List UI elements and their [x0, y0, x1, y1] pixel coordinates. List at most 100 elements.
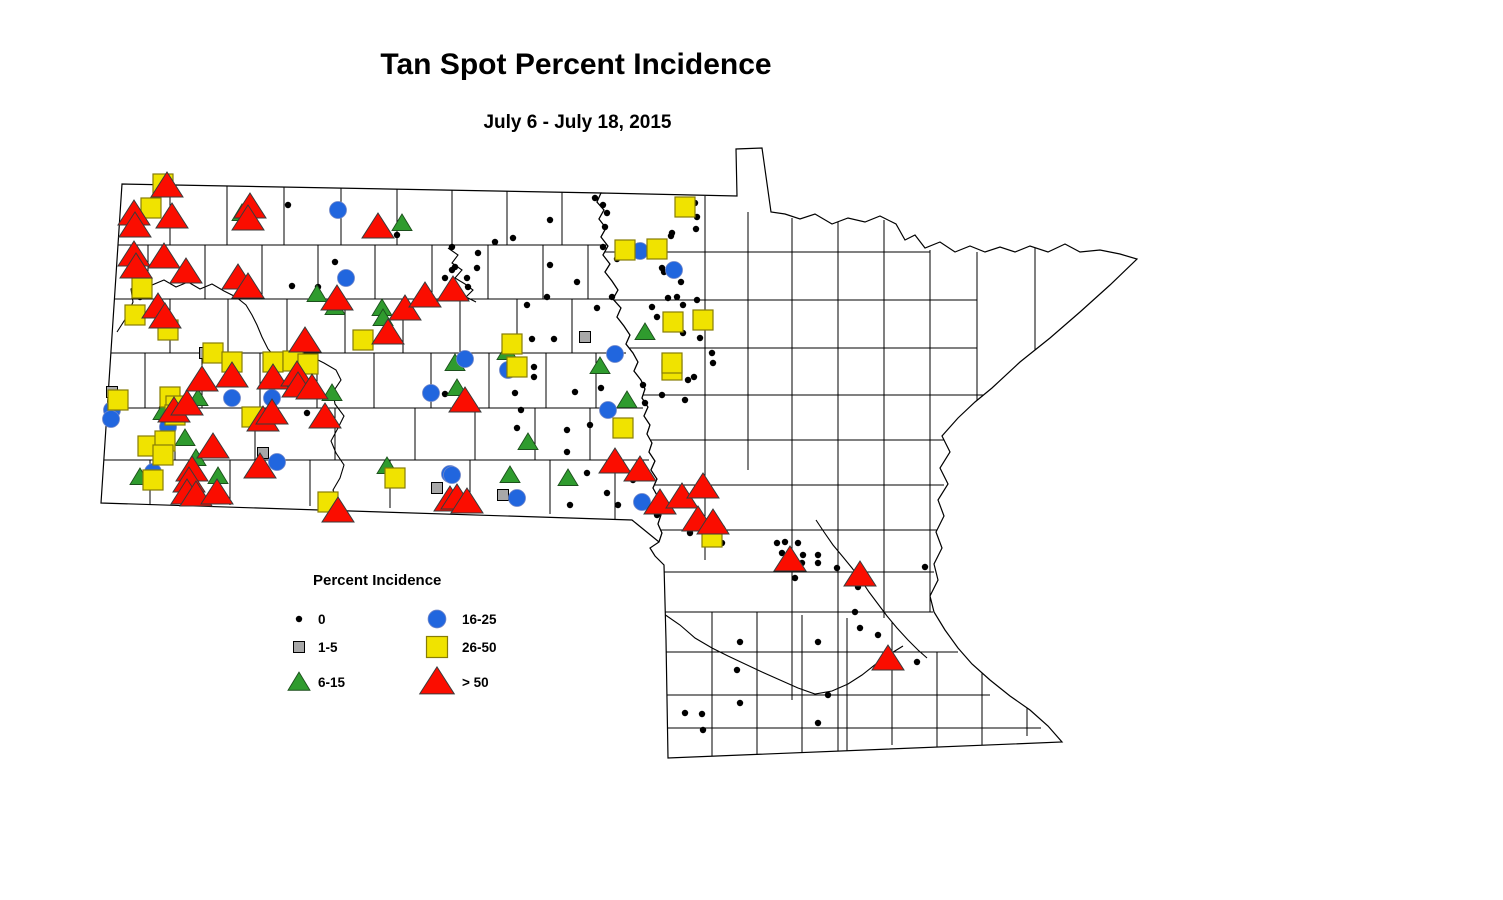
- red-triangle-marker: [169, 257, 203, 284]
- black-dot-marker: [284, 201, 292, 209]
- black-dot-marker: [441, 390, 449, 398]
- black-dot-marker: [464, 283, 472, 291]
- yellow-square-marker: [692, 309, 714, 331]
- black-dot-marker: [677, 278, 685, 286]
- black-dot-marker: [597, 384, 605, 392]
- yellow-square-marker: [352, 329, 374, 351]
- yellow-square-marker: [614, 239, 636, 261]
- legend-gray-square: [293, 641, 305, 653]
- green-triangle-marker: [499, 465, 521, 483]
- yellow-square-marker: [152, 444, 174, 466]
- red-triangle-marker: [200, 478, 234, 505]
- black-dot-marker: [799, 551, 807, 559]
- black-dot-marker: [509, 234, 517, 242]
- green-triangle-marker: [517, 432, 539, 450]
- black-dot-marker: [614, 501, 622, 509]
- blue-circle-marker: [329, 201, 347, 219]
- black-dot-marker: [681, 396, 689, 404]
- black-dot-marker: [599, 201, 607, 209]
- green-triangle-marker: [634, 322, 656, 340]
- red-triangle-marker: [119, 252, 153, 279]
- blue-circle-marker: [443, 466, 461, 484]
- black-dot-marker: [679, 301, 687, 309]
- gray-square-marker: [497, 489, 509, 501]
- black-dot-marker: [601, 223, 609, 231]
- red-triangle-marker: [623, 455, 657, 482]
- red-triangle-marker: [361, 212, 395, 239]
- black-dot-marker: [441, 274, 449, 282]
- black-dot-marker: [530, 373, 538, 381]
- yellow-square-marker: [107, 389, 129, 411]
- black-dot-marker: [491, 238, 499, 246]
- yellow-square-marker: [674, 196, 696, 218]
- black-dot-marker: [684, 376, 692, 384]
- red-triangle-marker: [320, 284, 354, 311]
- yellow-square-marker: [124, 304, 146, 326]
- green-triangle-marker: [174, 428, 196, 446]
- red-triangle-marker: [196, 432, 230, 459]
- black-dot-marker: [586, 421, 594, 429]
- black-dot-marker: [733, 666, 741, 674]
- minnesota-river: [663, 613, 904, 695]
- black-dot-marker: [523, 301, 531, 309]
- black-dot-marker: [528, 335, 536, 343]
- black-dot-marker: [658, 391, 666, 399]
- blue-circle-marker: [223, 389, 241, 407]
- legend-item-label: 0: [318, 612, 326, 627]
- black-dot-marker: [550, 335, 558, 343]
- black-dot-marker: [653, 313, 661, 321]
- green-triangle-marker: [306, 284, 328, 302]
- red-triangle-marker: [155, 202, 189, 229]
- black-dot-marker: [814, 638, 822, 646]
- red-triangle-marker: [215, 361, 249, 388]
- black-dot-marker: [773, 539, 781, 547]
- black-dot-marker: [708, 349, 716, 357]
- gray-square-marker: [579, 331, 591, 343]
- black-dot-marker: [393, 231, 401, 239]
- black-dot-marker: [814, 719, 822, 727]
- legend-item-label: 1-5: [318, 640, 338, 655]
- blue-circle-marker: [508, 489, 526, 507]
- red-triangle-marker: [843, 560, 877, 587]
- legend-yellow-square: [425, 635, 449, 659]
- black-dot-marker: [673, 293, 681, 301]
- yellow-square-marker: [661, 352, 683, 374]
- black-dot-marker: [608, 293, 616, 301]
- yellow-square-marker: [131, 277, 153, 299]
- black-dot-marker: [563, 426, 571, 434]
- red-triangle-marker: [148, 302, 182, 329]
- black-dot-marker: [699, 726, 707, 734]
- black-dot-marker: [851, 608, 859, 616]
- red-triangle-marker: [321, 496, 355, 523]
- yellow-square-marker: [142, 469, 164, 491]
- black-dot-marker: [690, 373, 698, 381]
- red-triangle-marker: [255, 398, 289, 425]
- red-triangle-marker: [448, 386, 482, 413]
- yellow-square-marker: [646, 238, 668, 260]
- black-dot-marker: [736, 638, 744, 646]
- page-title: Tan Spot Percent Incidence: [380, 48, 772, 81]
- yellow-square-marker: [662, 311, 684, 333]
- red-triangle-marker: [308, 402, 342, 429]
- black-dot-marker: [473, 264, 481, 272]
- black-dot-marker: [639, 381, 647, 389]
- yellow-square-marker: [612, 417, 634, 439]
- blue-circle-marker: [599, 401, 617, 419]
- legend-red-triangle: [418, 665, 456, 695]
- minnesota-outline: [596, 147, 1139, 759]
- red-triangle-marker: [436, 275, 470, 302]
- red-triangle-marker: [170, 389, 204, 416]
- red-triangle-marker: [231, 272, 265, 299]
- black-dot-marker: [648, 303, 656, 311]
- red-triangle-marker: [686, 472, 720, 499]
- black-dot-marker: [778, 549, 786, 557]
- green-triangle-marker: [616, 390, 638, 408]
- black-dot-marker: [593, 304, 601, 312]
- legend-green-triangle: [287, 671, 311, 691]
- red-triangle-marker: [118, 211, 152, 238]
- blue-circle-marker: [665, 261, 683, 279]
- yellow-square-marker: [501, 333, 523, 355]
- black-dot-marker: [331, 258, 339, 266]
